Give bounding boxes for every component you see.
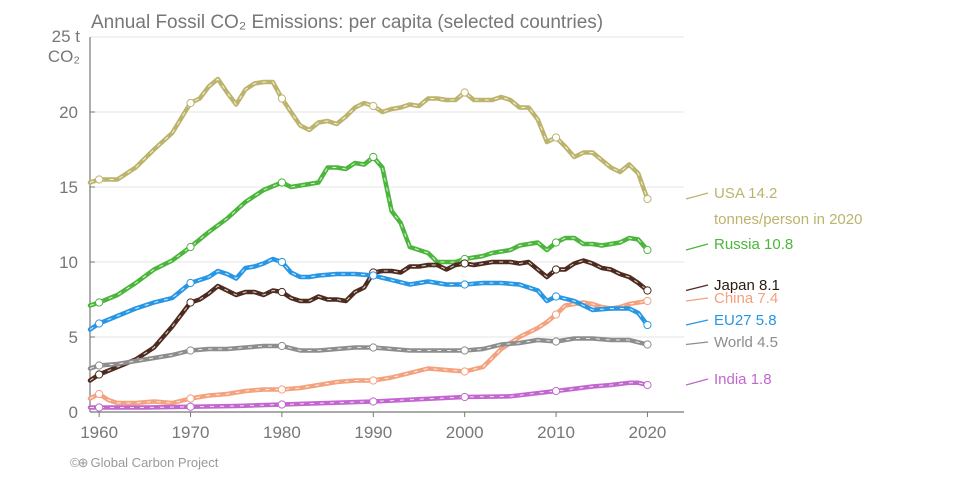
- series-line-india: [87, 380, 650, 410]
- data-point-world: [95, 361, 104, 370]
- data-point-russia: [643, 245, 652, 255]
- series-line-japan: [87, 258, 650, 383]
- label-leader-usa: [685, 192, 709, 200]
- data-point-eu27: [95, 319, 104, 328]
- series-label-japan: Japan 8.1: [714, 277, 780, 294]
- chart-title: Annual Fossil CO₂ Emissions: per capita …: [91, 12, 603, 33]
- data-point-india: [551, 386, 561, 396]
- label-leader-world: [685, 341, 709, 346]
- y-unit-bottom: CO₂: [48, 47, 80, 66]
- y-tick-label: 5: [69, 328, 78, 347]
- data-point-india: [369, 397, 378, 406]
- data-point-eu27: [460, 280, 469, 289]
- data-point-usa: [186, 98, 195, 108]
- data-point-eu27: [551, 292, 561, 301]
- data-point-russia: [369, 152, 378, 162]
- data-point-world: [551, 337, 561, 346]
- grid: [89, 36, 684, 413]
- data-point-eu27: [186, 278, 195, 288]
- data-point-india: [277, 400, 287, 409]
- data-point-usa: [643, 194, 652, 204]
- plot-area: [87, 76, 652, 412]
- label-note: tonnes/person in 2020: [714, 211, 862, 228]
- x-tick-label: 1960: [80, 423, 118, 442]
- data-point-india: [643, 380, 652, 390]
- series-line-dash-china: [89, 300, 648, 404]
- series-label-usa: USA 14.2: [714, 185, 777, 202]
- x-tick-label: 2010: [537, 423, 575, 442]
- data-point-china: [460, 367, 469, 376]
- source-credit: Global Carbon Project: [90, 455, 219, 470]
- series-line-eu27: [87, 256, 650, 332]
- series-label-china: China 7.4: [714, 290, 778, 307]
- data-point-world: [277, 341, 287, 351]
- data-point-china: [186, 394, 195, 403]
- y-tick-label: 20: [59, 103, 78, 122]
- y-axis: 0 5 10 15 20: [59, 103, 95, 422]
- data-point-world: [186, 346, 195, 355]
- x-tick-label: 1980: [263, 423, 301, 442]
- data-point-japan: [643, 286, 652, 295]
- data-point-russia: [186, 242, 195, 252]
- data-point-china: [369, 376, 378, 385]
- data-point-eu27: [369, 271, 378, 280]
- series-line-usa: [87, 76, 650, 202]
- series-line-world: [87, 336, 650, 371]
- footer: ©⊕ Global Carbon Project: [70, 455, 218, 471]
- series-label-eu27: EU27 5.8: [714, 312, 777, 329]
- y-tick-label: 15: [59, 178, 78, 197]
- data-point-japan: [277, 287, 287, 297]
- cc-license-icon: ©⊕: [70, 455, 89, 470]
- data-point-japan: [186, 298, 195, 307]
- data-point-usa: [277, 94, 287, 103]
- x-tick-label: 1990: [354, 423, 392, 442]
- x-tick-label: 1970: [172, 423, 210, 442]
- series-line-china: [87, 298, 650, 406]
- x-axis: 1960 1970 1980 1990 2000 2010 2020: [80, 412, 666, 442]
- series-label-world: World 4.5: [714, 334, 778, 351]
- data-point-india: [186, 402, 195, 411]
- data-point-china: [277, 385, 287, 394]
- series-line-dash-usa: [89, 78, 648, 200]
- data-point-eu27: [277, 257, 287, 267]
- data-point-usa: [95, 175, 104, 184]
- data-point-india: [460, 392, 469, 402]
- y-tick-label: 10: [59, 253, 78, 272]
- series-label-russia: Russia 10.8: [714, 236, 793, 253]
- data-point-world: [643, 340, 652, 349]
- x-tick-label: 2000: [446, 423, 484, 442]
- series-line-dash-japan: [89, 259, 648, 381]
- series-line-russia: [87, 154, 650, 308]
- data-point-usa: [551, 133, 561, 142]
- label-leader-russia: [685, 243, 709, 251]
- label-leader-japan: [685, 284, 709, 292]
- data-point-world: [460, 346, 469, 355]
- y-unit-top: 25 t: [52, 27, 81, 46]
- data-point-russia: [95, 298, 104, 307]
- series-label-india: India 1.8: [714, 371, 772, 388]
- data-point-china: [643, 296, 652, 306]
- data-point-eu27: [643, 320, 652, 330]
- data-point-india: [95, 403, 104, 412]
- x-tick-label: 2020: [629, 423, 667, 442]
- data-point-japan: [460, 259, 469, 268]
- label-leader-china: [685, 297, 709, 302]
- data-point-japan: [95, 370, 104, 379]
- data-point-china: [95, 389, 104, 399]
- data-point-russia: [277, 178, 287, 187]
- data-point-japan: [551, 265, 561, 274]
- data-point-usa: [460, 88, 469, 97]
- y-tick-label: 0: [69, 403, 78, 422]
- label-leader-eu27: [685, 319, 709, 326]
- data-point-world: [369, 343, 378, 352]
- label-leader-india: [685, 378, 709, 386]
- data-point-china: [551, 310, 561, 319]
- data-point-usa: [369, 101, 378, 111]
- data-point-russia: [551, 238, 561, 247]
